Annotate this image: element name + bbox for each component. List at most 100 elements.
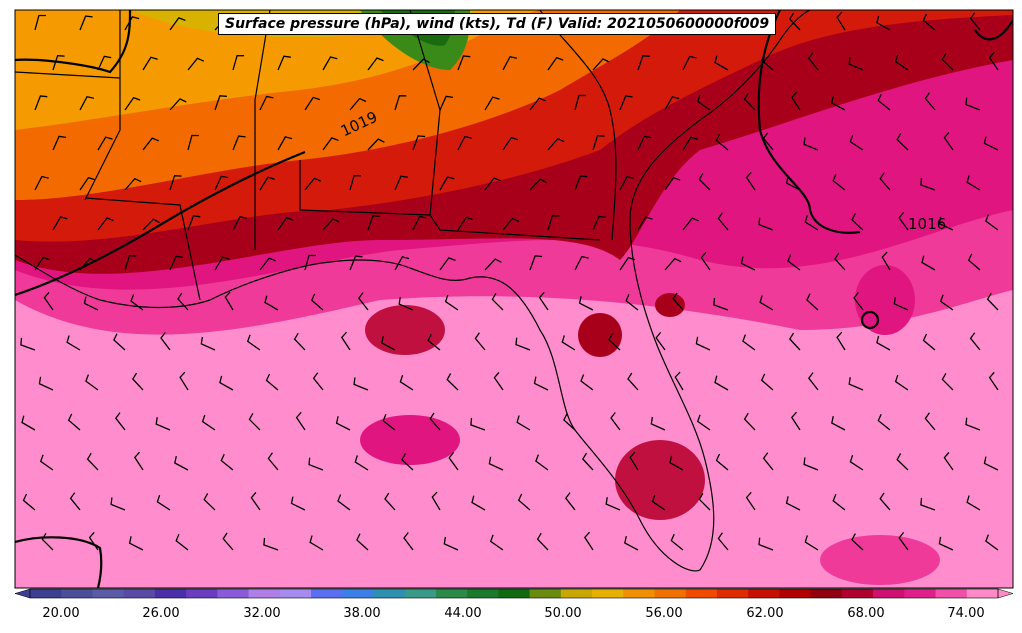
- wind-barb: [745, 171, 756, 191]
- wind-barb: [394, 256, 410, 271]
- wind-barb: [790, 91, 801, 111]
- wind-barb: [133, 451, 144, 471]
- wind-barb: [943, 451, 954, 471]
- wind-barb: [224, 291, 234, 311]
- wind-barb: [877, 93, 891, 111]
- wind-barb: [124, 16, 140, 31]
- wind-barb: [471, 495, 486, 511]
- wind-barb: [160, 332, 171, 351]
- wind-barb: [66, 335, 81, 351]
- wind-barb: [39, 454, 54, 471]
- wind-barb: [637, 216, 653, 231]
- wind-barb: [580, 374, 594, 391]
- colorbar-segment: [935, 589, 968, 598]
- colorbar-segment: [716, 589, 749, 598]
- wind-barb: [52, 55, 65, 71]
- wind-barb: [470, 417, 486, 431]
- wind-barb: [394, 95, 407, 111]
- wind-barb: [304, 254, 316, 271]
- wind-barb: [547, 56, 564, 71]
- wind-barb: [938, 536, 954, 551]
- wind-barb: [201, 414, 216, 431]
- wind-barb: [259, 257, 276, 271]
- wind-barb: [924, 412, 936, 431]
- wind-barb: [578, 296, 594, 311]
- wind-barb: [714, 55, 729, 71]
- wind-barb: [222, 532, 234, 551]
- colorbar-segment: [435, 589, 468, 598]
- wind-barb: [651, 494, 666, 511]
- wind-barb: [246, 334, 261, 351]
- wind-barb: [295, 411, 306, 431]
- colorbar-segment: [685, 589, 718, 598]
- wind-barb: [682, 136, 698, 151]
- wind-barb: [484, 96, 500, 111]
- wind-barb: [896, 133, 909, 151]
- colorbar-frame: [29, 588, 999, 599]
- wind-barb: [124, 177, 142, 191]
- wind-barb: [203, 493, 216, 511]
- wind-barb: [22, 493, 36, 511]
- wind-barb: [592, 215, 607, 231]
- wind-barb: [515, 337, 531, 351]
- wind-barb: [876, 335, 891, 351]
- wind-barb: [412, 215, 427, 231]
- wind-barb: [169, 255, 184, 271]
- wind-barb: [41, 532, 54, 551]
- wind-barb: [399, 374, 414, 391]
- wind-barb: [382, 414, 396, 431]
- wind-barb: [484, 177, 501, 191]
- wind-barb: [156, 494, 171, 511]
- wind-barb: [277, 55, 291, 71]
- wind-barb: [340, 331, 351, 351]
- colorbar-segment: [123, 589, 156, 598]
- wind-barb: [310, 293, 324, 311]
- wind-barb: [619, 256, 636, 271]
- wind-barb: [367, 57, 384, 71]
- wind-barb: [655, 331, 666, 351]
- wind-barb: [965, 417, 981, 431]
- wind-barb: [131, 372, 144, 391]
- wind-barb: [624, 535, 639, 551]
- wind-barb: [592, 58, 610, 71]
- wind-barb: [34, 95, 48, 111]
- wind-barb: [920, 177, 936, 191]
- wind-barb: [429, 412, 441, 431]
- wind-barb: [367, 215, 380, 231]
- wind-barb: [20, 337, 36, 351]
- wind-barb: [715, 133, 729, 151]
- wind-barb: [637, 55, 650, 71]
- wind-barb: [38, 376, 54, 391]
- colorbar-segment: [404, 589, 437, 598]
- wind-barb: [322, 137, 339, 151]
- wind-barb: [394, 175, 408, 191]
- wind-barb: [664, 176, 681, 191]
- wind-barb: [894, 374, 909, 391]
- wind-barb: [21, 415, 36, 431]
- wind-barb: [629, 451, 639, 471]
- wind-barb: [893, 296, 909, 311]
- wind-barb: [832, 494, 846, 511]
- wind-barb: [574, 255, 589, 271]
- colorbar-segment: [92, 589, 125, 598]
- wind-barb: [759, 295, 774, 311]
- wind-barb: [717, 532, 729, 551]
- colorbar-segment: [61, 589, 93, 598]
- dewpoint-field: [15, 10, 1013, 588]
- wind-barb: [356, 533, 369, 551]
- wind-barb: [536, 532, 549, 551]
- wind-barb: [337, 494, 351, 511]
- wind-barb: [788, 12, 801, 31]
- wind-barb: [849, 134, 864, 151]
- wind-barb: [787, 254, 801, 271]
- colorbar-segment: [373, 589, 406, 598]
- wind-barb: [97, 217, 114, 231]
- colorbar-segment: [342, 589, 374, 598]
- wind-barb: [502, 136, 519, 151]
- wind-barb: [34, 256, 51, 271]
- wind-barb: [439, 176, 455, 191]
- wind-barb: [439, 257, 456, 271]
- wind-barb: [34, 14, 46, 31]
- wind-barb: [354, 455, 369, 471]
- wind-barb: [832, 174, 846, 191]
